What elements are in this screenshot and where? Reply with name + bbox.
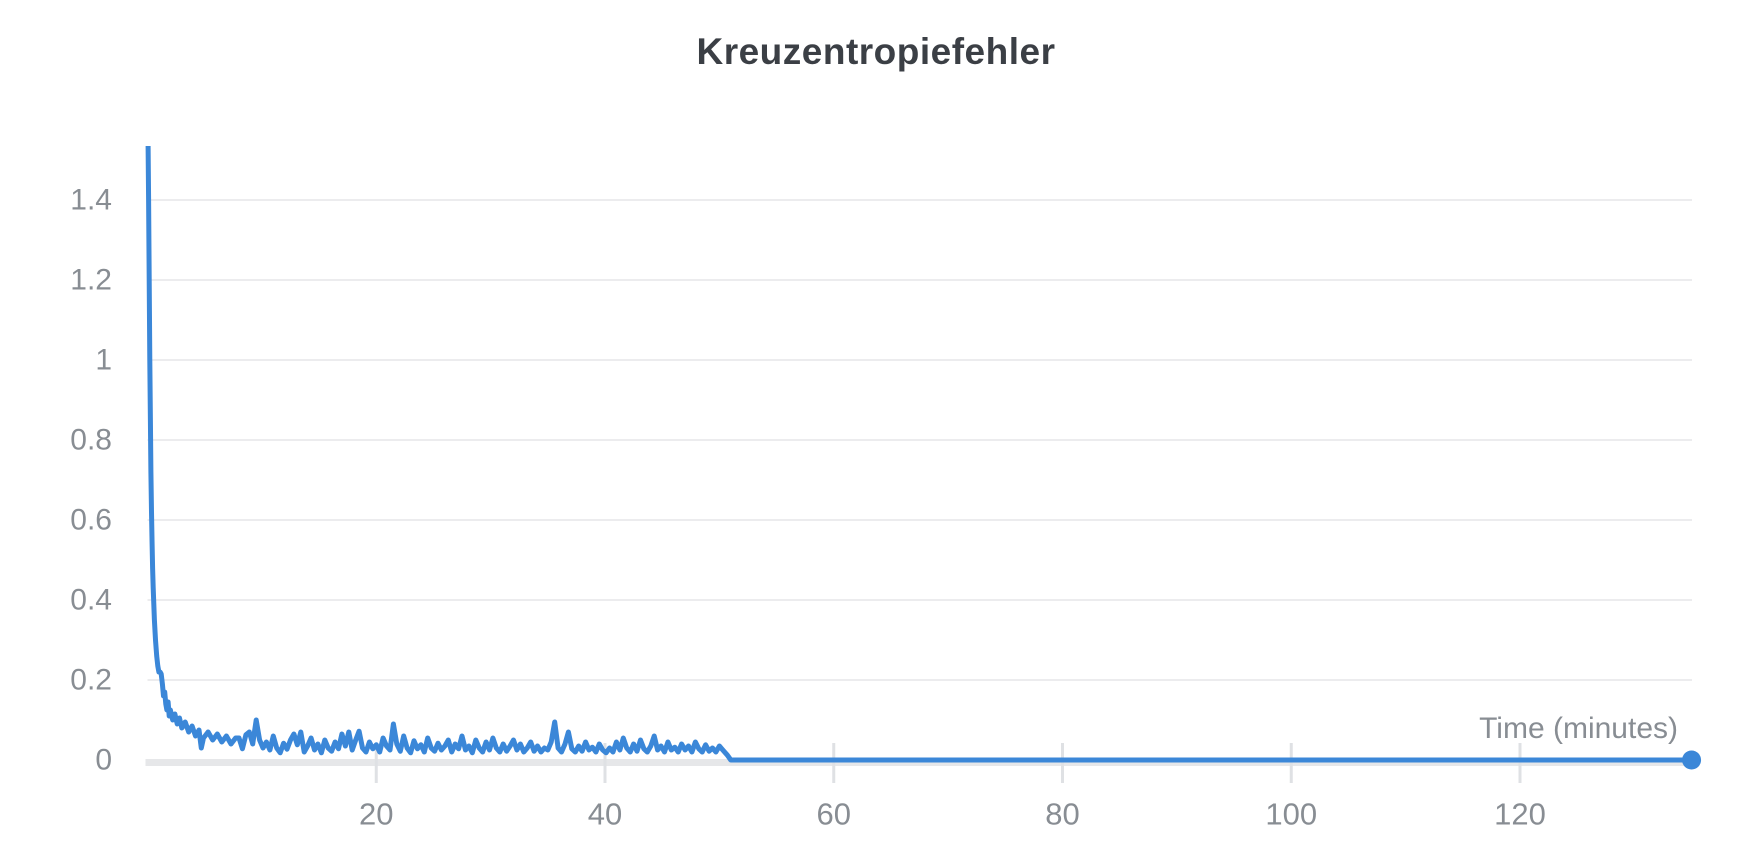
y-tick-label: 1.2 bbox=[70, 264, 112, 297]
y-tick-label: 0.4 bbox=[70, 584, 112, 617]
y-tick-label: 0 bbox=[95, 744, 112, 777]
y-tick-label: 0.2 bbox=[70, 664, 112, 697]
x-tick-label: 20 bbox=[359, 797, 393, 832]
x-tick-label: 120 bbox=[1494, 797, 1546, 832]
x-tick-label: 40 bbox=[588, 797, 622, 832]
y-tick-label: 0.8 bbox=[70, 424, 112, 457]
y-tick-label: 0.6 bbox=[70, 504, 112, 537]
loss-line bbox=[145, 145, 1692, 763]
y-tick-label: 1 bbox=[95, 344, 112, 377]
x-tick-label: 100 bbox=[1265, 797, 1317, 832]
x-tick-label: 60 bbox=[817, 797, 851, 832]
x-axis-title: Time (minutes) bbox=[1479, 712, 1678, 745]
end-point-marker bbox=[1682, 750, 1702, 770]
chart-title: Kreuzentropiefehler bbox=[696, 31, 1056, 72]
x-tick-label: 80 bbox=[1045, 797, 1079, 832]
y-tick-label: 1.4 bbox=[70, 184, 112, 217]
